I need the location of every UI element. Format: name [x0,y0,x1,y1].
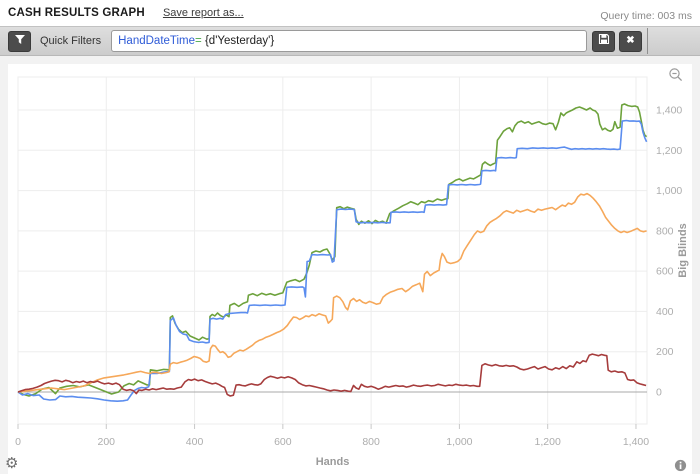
quick-filter-button[interactable] [8,30,31,52]
x-tick-label: 0 [15,436,21,448]
funnel-icon [14,32,26,50]
series-blue-line [17,119,648,403]
save-report-as-link[interactable]: Save report as... [162,7,244,19]
query-time-status: Query time: 003 ms [600,10,692,22]
toolbar-separator [647,28,648,54]
x-tick-label: 1,400 [623,436,649,448]
x-tick-label: 1,200 [535,436,561,448]
content-gap [0,56,700,64]
y-tick-label: 800 [656,225,674,237]
zoom-out-magnifier-icon[interactable] [668,67,684,88]
filter-expression-input[interactable]: HandDateTime = {d'Yesterday'} [111,30,587,52]
series-orange-line [17,192,647,393]
y-tick-label: 0 [656,386,662,398]
y-tick-label: 1,400 [656,105,682,117]
x-tick-label: 400 [186,436,204,448]
x-tick-label: 1,000 [446,436,472,448]
page-title: CASH RESULTS GRAPH [8,7,145,19]
y-tick-label: 1,000 [656,185,682,197]
x-icon: ✖ [626,35,635,46]
x-tick-label: 200 [98,436,116,448]
y-axis-title: Big Blinds [677,223,689,277]
results-chart-panel: 0 200 400 600 800 1,000 1,200 1,400 0 200 400 600 80… [8,64,692,474]
quick-filters-label: Quick Filters [40,35,102,47]
top-bar: CASH RESULTS GRAPH Save report as... Que… [0,0,700,26]
floppy-icon [598,32,610,50]
y-tick-label: 600 [656,266,674,278]
y-tick-label: 400 [656,306,674,318]
x-tick-label: 800 [362,436,380,448]
clear-filter-button[interactable]: ✖ [619,30,642,52]
y-tick-label: 200 [656,346,674,358]
series-red-line [17,353,647,397]
quick-filters-toolbar: Quick Filters HandDateTime = {d'Yesterday… [0,26,700,56]
y-tick-label: 1,200 [656,145,682,157]
x-axis-title: Hands [316,456,350,468]
save-filter-button[interactable] [592,30,615,52]
plot-border [17,76,648,425]
info-icon[interactable] [674,459,687,474]
x-tick-label: 600 [274,436,292,448]
gear-icon[interactable]: ⚙ [5,455,19,472]
filter-value-token: {d'Yesterday'} [204,35,275,47]
filter-field-token: HandDateTime [118,35,196,47]
filter-operator-token: = [195,35,205,47]
cash-results-line-chart: 0 200 400 600 800 1,000 1,200 1,400 0 200 400 600 80… [15,76,689,468]
